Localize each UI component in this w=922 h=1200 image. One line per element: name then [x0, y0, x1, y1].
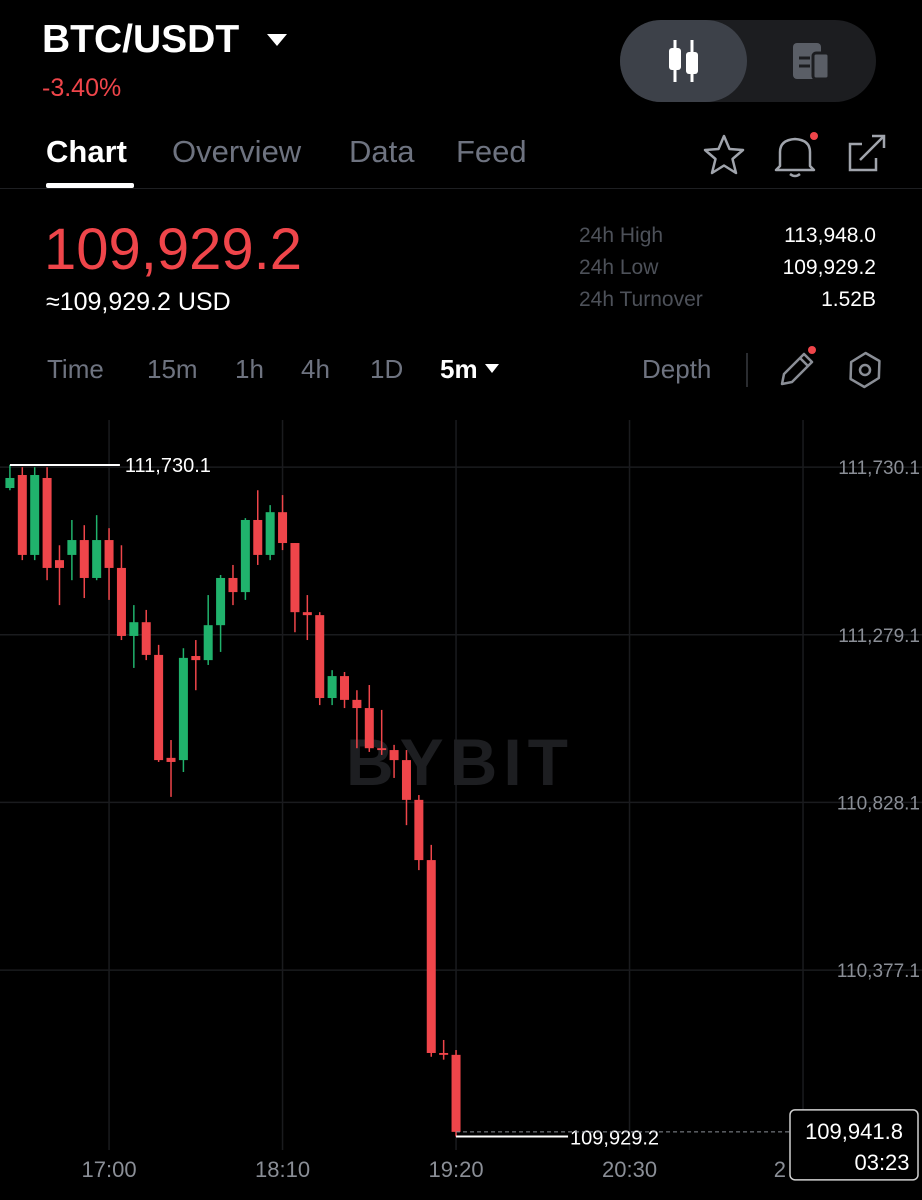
- candle-body: [17, 475, 27, 555]
- candle-body: [154, 654, 164, 761]
- y-tick-label: 111,279.1: [838, 626, 920, 647]
- tab-underline: [46, 183, 134, 188]
- x-tick-label: 17:00: [82, 1157, 137, 1182]
- candle-body: [116, 567, 126, 636]
- y-tick-label: 110,828.1: [837, 793, 920, 814]
- candle-body: [364, 708, 374, 749]
- candle-body: [302, 612, 312, 616]
- chart-tools[interactable]: [776, 344, 886, 390]
- last-price-box: [789, 1109, 919, 1181]
- candle-body: [141, 622, 151, 655]
- candle-body: [377, 748, 387, 751]
- tab[interactable]: Overview: [172, 134, 302, 169]
- watermark: BYBIT: [346, 725, 574, 799]
- dropdown-arrow[interactable]: [266, 32, 288, 48]
- divider: [746, 353, 748, 387]
- x-tick-label: 19:20: [429, 1157, 484, 1182]
- pair[interactable]: BTC/USDT: [42, 18, 240, 61]
- stat-label: 24h Turnover: [579, 288, 703, 311]
- candle-body: [42, 477, 52, 568]
- candle-body: [278, 512, 288, 544]
- last-price: 109,929.2: [44, 217, 303, 282]
- high-label: 111,730.1: [125, 455, 211, 477]
- candle-body: [426, 860, 436, 1053]
- interval-arrow[interactable]: [484, 363, 500, 375]
- candle-body: [30, 475, 40, 555]
- interval[interactable]: 1D: [370, 354, 404, 384]
- tab[interactable]: Data: [349, 134, 415, 169]
- interval-active[interactable]: 5m: [440, 354, 478, 384]
- candle-body: [265, 512, 275, 555]
- tab[interactable]: Chart: [46, 134, 127, 169]
- low-label: 109,929.2: [570, 1128, 659, 1150]
- x-tick-label: 20:30: [602, 1157, 657, 1182]
- candle-body: [290, 543, 300, 613]
- candle-body: [129, 622, 139, 636]
- stat-label: 24h Low: [579, 256, 659, 279]
- candle-body: [315, 615, 325, 699]
- candle-body: [54, 560, 64, 568]
- candle-body: [92, 540, 102, 578]
- interval[interactable]: 15m: [147, 354, 198, 384]
- change: -3.40%: [42, 74, 122, 102]
- candlestick-chart: 17:00 18:10 19:20 20:30 2 110,377.1 110,828.1 1…: [0, 420, 922, 1182]
- candle-body: [178, 657, 188, 761]
- candle-body: [228, 577, 238, 593]
- candle-body: [216, 577, 226, 626]
- tab[interactable]: Feed: [456, 134, 527, 169]
- interval[interactable]: 1h: [235, 354, 264, 384]
- candle-body: [166, 757, 176, 762]
- stat-label: 24h High: [579, 224, 664, 247]
- candle-body: [340, 676, 350, 700]
- x-tick-label: 18:10: [255, 1157, 310, 1182]
- depth[interactable]: Depth: [642, 354, 712, 384]
- y-tick-label: 111,730.1: [838, 458, 920, 479]
- candle-body: [414, 799, 424, 861]
- candle-body: [352, 699, 362, 709]
- candle-body: [104, 540, 114, 568]
- usd-price: ≈109,929.2 USD: [46, 288, 231, 316]
- candle-body: [79, 540, 89, 578]
- stat-value: 1.52B: [821, 288, 876, 311]
- countdown: 03:23: [854, 1150, 909, 1175]
- toolbar-icons[interactable]: [700, 132, 900, 180]
- candle-body: [5, 477, 15, 489]
- interval[interactable]: 4h: [301, 354, 330, 384]
- candle-body: [401, 760, 411, 800]
- divider: [0, 188, 922, 189]
- view-toggle[interactable]: [620, 20, 876, 102]
- candle-body: [67, 540, 77, 555]
- candle-body: [240, 519, 250, 593]
- stat-value: 113,948.0: [784, 224, 876, 247]
- stat-value: 109,929.2: [782, 256, 876, 279]
- x-tick-label: 2: [774, 1157, 786, 1182]
- candle-body: [191, 656, 201, 661]
- candle-body: [327, 676, 337, 699]
- candle-body: [439, 1052, 449, 1055]
- interval[interactable]: Time: [47, 354, 104, 384]
- candle-body: [203, 625, 213, 661]
- candle-body: [253, 519, 263, 555]
- candle-body: [389, 750, 399, 761]
- y-tick-label: 110,377.1: [837, 961, 920, 982]
- candle-body: [451, 1054, 461, 1132]
- last-price-label: 109,941.8: [805, 1119, 903, 1144]
